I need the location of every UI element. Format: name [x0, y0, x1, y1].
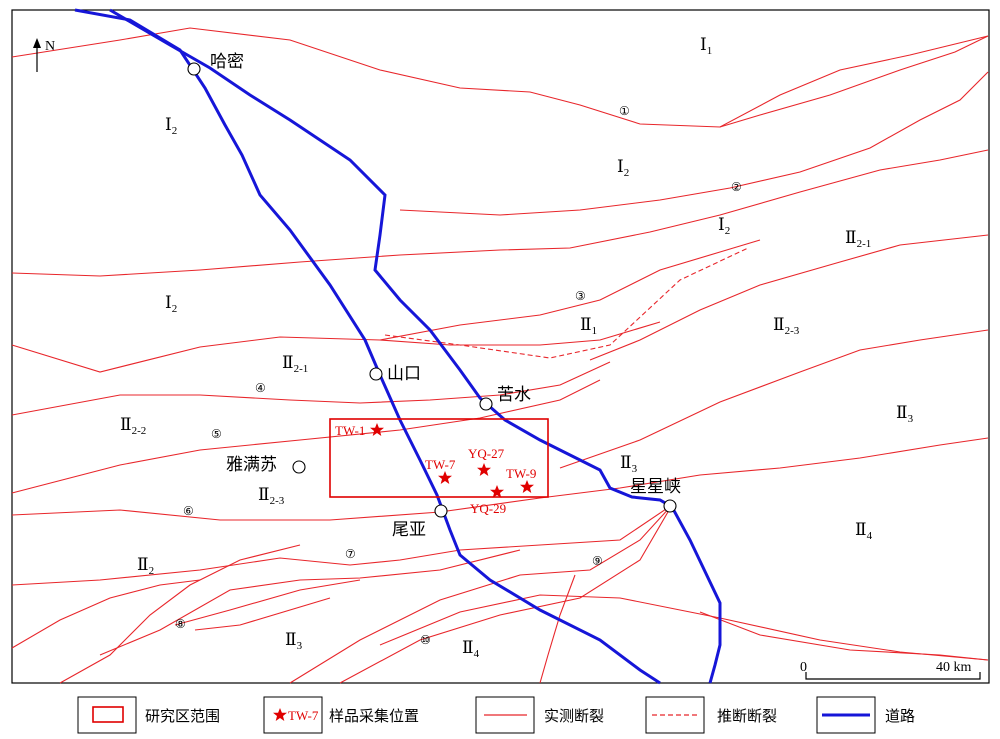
scale-bar: 0 40 km — [800, 660, 981, 680]
legend-sample-symbol: TW-7 — [288, 708, 319, 723]
fault-number-3: ③ — [575, 289, 586, 303]
fault-3b — [379, 239, 761, 341]
fault-vertical — [539, 574, 576, 684]
town-marker-shankou — [369, 367, 383, 381]
fault-2 — [719, 35, 989, 128]
legend-inferred-fault-label: 推断断裂 — [717, 707, 777, 725]
legend-measured-fault-label: 实测断裂 — [544, 707, 604, 725]
zone-label: Ⅱ4 — [855, 520, 873, 542]
north-label: N — [45, 39, 55, 54]
legend-box-sample — [263, 696, 323, 734]
zone-label: Ⅱ2-3 — [773, 315, 800, 337]
town-label-yamansu: 雅满苏 — [226, 455, 277, 475]
legend-study-area-symbol — [92, 706, 124, 723]
zone-label: Ⅰ2 — [617, 157, 629, 179]
zone-label: Ⅱ2-1 — [282, 353, 308, 375]
fault-ii23 — [589, 234, 989, 361]
fault-8b — [174, 579, 361, 626]
zone-label: Ⅰ2 — [718, 215, 730, 237]
town-marker-hami — [187, 62, 201, 76]
sample-label-tw1: TW-1 — [335, 423, 365, 438]
star-icon — [477, 463, 491, 476]
scale-start: 0 — [800, 660, 807, 675]
legend-star-icon — [273, 708, 287, 721]
legend: 研究区范围 TW-7 样品采集位置 实测断裂 推断断裂 道路 — [77, 696, 915, 734]
scale-bar-line — [805, 672, 981, 680]
zone-label: Ⅰ2 — [165, 293, 177, 315]
zone-label: Ⅱ1 — [580, 315, 597, 337]
fault-se — [699, 611, 989, 661]
sample-label-tw7: TW-7 — [425, 457, 456, 472]
road-east — [109, 8, 722, 684]
fault-number-4: ④ — [255, 381, 266, 395]
fault-9 — [289, 504, 673, 684]
zone-label: Ⅱ2 — [137, 555, 154, 577]
scale-end: 40 km — [936, 660, 972, 675]
fault-3 — [11, 149, 989, 277]
study-area-rect — [329, 418, 549, 498]
town-markers — [187, 62, 677, 518]
star-icon — [490, 485, 504, 498]
town-marker-weiya — [434, 504, 448, 518]
sample-label-tw9: TW-9 — [506, 466, 536, 481]
town-label-weiya: 尾亚 — [392, 520, 426, 540]
sample-label-yq29: YQ-29 — [470, 501, 506, 516]
fault-7b — [99, 549, 521, 656]
legend-road-label: 道路 — [885, 707, 915, 725]
zone-label: Ⅰ1 — [700, 35, 712, 57]
fault-number-6: ⑥ — [183, 504, 194, 518]
zone-label: Ⅱ2-1 — [845, 228, 871, 250]
fault-5b — [559, 329, 989, 469]
sample-stars — [370, 423, 534, 498]
fault-2b — [399, 71, 989, 216]
town-label-kushui: 苦水 — [497, 385, 531, 405]
fault-6 — [11, 437, 989, 521]
zone-label: Ⅱ3 — [285, 630, 303, 652]
sample-label-yq27: YQ-27 — [468, 446, 505, 461]
town-marker-kushui — [479, 397, 493, 411]
fault-1 — [11, 27, 989, 128]
map-frame — [11, 9, 990, 684]
fault-number-2: ② — [731, 180, 742, 194]
measured-faults — [11, 27, 989, 684]
fault-7 — [11, 504, 673, 586]
fault-4 — [11, 321, 661, 373]
legend-study-area-label: 研究区范围 — [145, 707, 220, 725]
north-arrow: N — [33, 38, 55, 72]
fault-9b — [339, 504, 673, 684]
fault-10b — [11, 579, 201, 649]
zone-label: Ⅱ2-3 — [258, 485, 285, 507]
fault-number-10: ⑩ — [420, 633, 431, 647]
inferred-fault — [384, 247, 749, 359]
fault-8 — [59, 544, 301, 684]
fault-number-5: ⑤ — [211, 427, 222, 441]
legend-sample-label: 样品采集位置 — [329, 707, 419, 725]
town-marker-yamansu — [292, 460, 306, 474]
town-label-hami: 哈密 — [210, 52, 244, 72]
zone-label: Ⅱ4 — [462, 638, 480, 660]
legend-box-study-area — [77, 696, 137, 734]
town-marker-xingxingxia — [663, 499, 677, 513]
zone-label: Ⅱ3 — [896, 403, 914, 425]
fault-number-8: ⑧ — [175, 617, 186, 631]
town-label-xingxingxia: 星星峡 — [630, 477, 681, 497]
zone-label: Ⅱ3 — [620, 453, 638, 475]
fault-4b — [11, 361, 611, 416]
star-icon — [438, 471, 452, 484]
arrow-up-icon — [33, 38, 41, 48]
fault-8c — [194, 597, 331, 631]
fault-number-7: ⑦ — [345, 547, 356, 561]
star-icon — [520, 480, 534, 493]
town-label-shankou: 山口 — [387, 364, 421, 384]
zone-label: Ⅰ2 — [165, 115, 177, 137]
fault-number-9: ⑨ — [592, 554, 603, 568]
star-icon — [370, 423, 384, 436]
fault-10 — [379, 594, 989, 661]
zone-label: Ⅱ2-2 — [120, 415, 146, 437]
zone-labels: Ⅰ1 Ⅰ2 Ⅰ2 Ⅰ2 Ⅰ2 Ⅱ2-1 Ⅱ1 Ⅱ2-3 Ⅱ2-1 Ⅱ2-2 Ⅱ3… — [120, 35, 914, 660]
fault-5 — [11, 379, 601, 494]
fault-number-1: ① — [619, 104, 630, 118]
